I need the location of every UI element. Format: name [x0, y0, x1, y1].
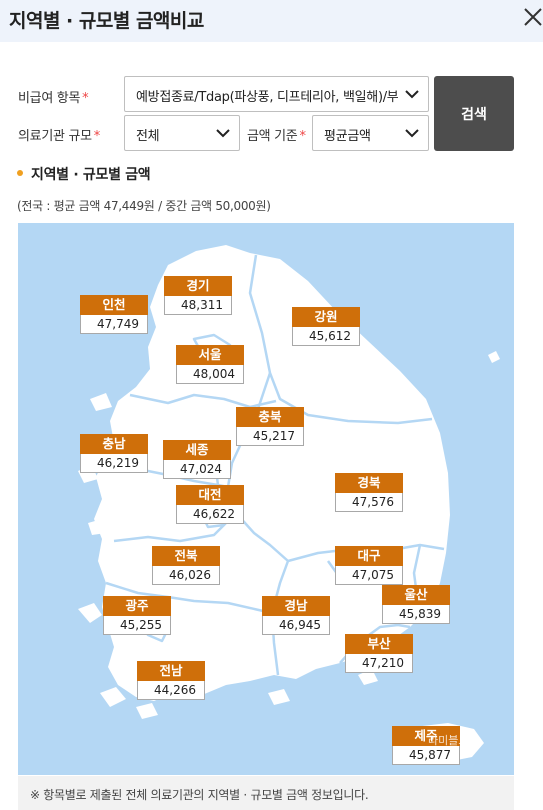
region-name: 인천 — [80, 295, 148, 315]
region-daegu[interactable]: 대구 47,075 — [335, 546, 403, 585]
region-name: 강원 — [292, 307, 360, 327]
region-amount: 46,026 — [152, 566, 220, 585]
region-gangwon[interactable]: 강원 45,612 — [292, 307, 360, 346]
region-name: 울산 — [382, 585, 450, 605]
region-chungnam[interactable]: 충남 46,219 — [80, 434, 148, 473]
watermark: 라미블로그 — [428, 734, 479, 747]
region-seoul[interactable]: 서울 48,004 — [176, 345, 244, 384]
region-name: 전남 — [137, 661, 205, 681]
chevron-down-icon — [405, 129, 419, 138]
search-button[interactable]: 검색 — [434, 76, 514, 151]
region-name: 세종 — [163, 440, 231, 460]
chevron-down-icon — [405, 90, 419, 99]
region-amount: 48,004 — [176, 365, 244, 384]
region-amount: 45,217 — [236, 427, 304, 446]
region-gyeongnam[interactable]: 경남 46,945 — [262, 596, 330, 635]
region-ulsan[interactable]: 울산 45,839 — [382, 585, 450, 624]
footer-note: ※ 항목별로 제출된 전체 의료기관의 지역별 · 규모별 금액 정보입니다. — [30, 788, 369, 802]
region-name: 전북 — [152, 546, 220, 566]
chevron-down-icon — [216, 129, 230, 138]
region-name: 경남 — [262, 596, 330, 616]
bullet-icon — [17, 170, 23, 176]
region-amount: 47,576 — [335, 493, 403, 512]
region-name: 경북 — [335, 473, 403, 493]
region-name: 대구 — [335, 546, 403, 566]
size-select[interactable]: 전체 — [124, 115, 240, 151]
region-name: 제주 — [392, 726, 460, 746]
size-label: 의료기관 규모 * — [18, 129, 100, 144]
region-amount: 45,877 — [392, 746, 460, 765]
basis-select[interactable]: 평균금액 — [312, 115, 429, 151]
region-daejeon[interactable]: 대전 46,622 — [176, 485, 244, 524]
region-amount: 46,219 — [80, 454, 148, 473]
region-name: 충남 — [80, 434, 148, 454]
region-name: 서울 — [176, 345, 244, 365]
region-name: 광주 — [103, 596, 171, 616]
region-gyeonggi[interactable]: 경기 48,311 — [164, 276, 232, 315]
region-amount: 45,839 — [382, 605, 450, 624]
region-name: 대전 — [176, 485, 244, 505]
region-amount: 47,024 — [163, 460, 231, 479]
size-select-value: 전체 — [136, 129, 160, 144]
region-amount: 44,266 — [137, 681, 205, 700]
region-incheon[interactable]: 인천 47,749 — [80, 295, 148, 334]
region-sejong[interactable]: 세종 47,024 — [163, 440, 231, 479]
region-name: 경기 — [164, 276, 232, 296]
region-amount: 47,749 — [80, 315, 148, 334]
basis-select-value: 평균금액 — [324, 129, 371, 144]
region-jeju[interactable]: 제주 45,877 — [392, 726, 460, 765]
item-select[interactable]: 예방접종료/Tdap(파상풍, 디프테리아, 백일해)/부스터 — [124, 76, 429, 112]
region-name: 부산 — [345, 634, 413, 654]
basis-label: 금액 기준 * — [247, 129, 306, 144]
region-busan[interactable]: 부산 47,210 — [345, 634, 413, 673]
national-summary: (전국 : 평균 금액 47,449원 / 중간 금액 50,000원) — [17, 199, 271, 213]
region-gyeongbuk[interactable]: 경북 47,576 — [335, 473, 403, 512]
region-gwangju[interactable]: 광주 45,255 — [103, 596, 171, 635]
region-amount: 45,612 — [292, 327, 360, 346]
region-amount: 45,255 — [103, 616, 171, 635]
section-title: 지역별 · 규모별 금액 — [17, 164, 151, 184]
region-amount: 46,622 — [176, 505, 244, 524]
item-label: 비급여 항목 * — [18, 91, 89, 106]
region-jeonnam[interactable]: 전남 44,266 — [137, 661, 205, 700]
region-amount: 47,210 — [345, 654, 413, 673]
dialog-header: 지역별 · 규모별 금액비교 — [0, 0, 543, 42]
korea-map: 경기 48,311 인천 47,749 강원 45,612 서울 48,004 … — [18, 223, 514, 775]
close-icon[interactable] — [522, 4, 543, 30]
dialog-title: 지역별 · 규모별 금액비교 — [9, 10, 204, 32]
region-name: 충북 — [236, 407, 304, 427]
region-chungbuk[interactable]: 충북 45,217 — [236, 407, 304, 446]
footer-note-box: ※ 항목별로 제출된 전체 의료기관의 지역별 · 규모별 금액 정보입니다. — [18, 776, 514, 810]
region-jeonbuk[interactable]: 전북 46,026 — [152, 546, 220, 585]
region-amount: 48,311 — [164, 296, 232, 315]
item-select-value: 예방접종료/Tdap(파상풍, 디프테리아, 백일해)/부스터 — [136, 90, 398, 105]
region-amount: 46,945 — [262, 616, 330, 635]
region-amount: 47,075 — [335, 566, 403, 585]
